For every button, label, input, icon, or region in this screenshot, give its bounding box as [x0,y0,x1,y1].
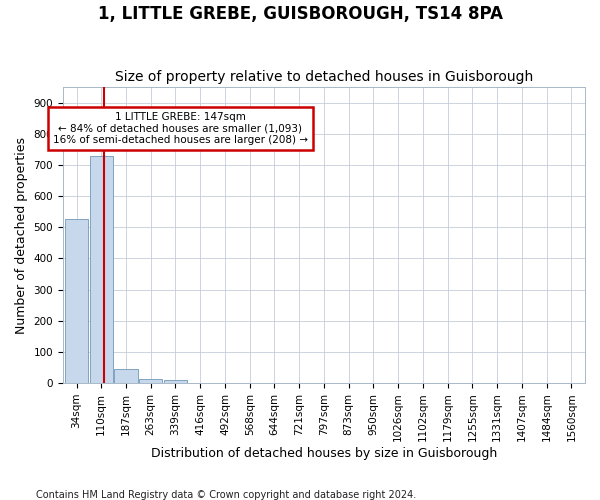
Bar [114,369,138,383]
Text: 1, LITTLE GREBE, GUISBOROUGH, TS14 8PA: 1, LITTLE GREBE, GUISBOROUGH, TS14 8PA [97,5,503,23]
Title: Size of property relative to detached houses in Guisborough: Size of property relative to detached ho… [115,70,533,85]
Y-axis label: Number of detached properties: Number of detached properties [15,136,28,334]
Bar [139,379,163,383]
X-axis label: Distribution of detached houses by size in Guisborough: Distribution of detached houses by size … [151,447,497,460]
Text: 1 LITTLE GREBE: 147sqm
← 84% of detached houses are smaller (1,093)
16% of semi-: 1 LITTLE GREBE: 147sqm ← 84% of detached… [53,112,308,145]
Bar [89,156,113,383]
Bar [164,380,187,383]
Bar [65,220,88,383]
Text: Contains HM Land Registry data © Crown copyright and database right 2024.: Contains HM Land Registry data © Crown c… [36,490,416,500]
